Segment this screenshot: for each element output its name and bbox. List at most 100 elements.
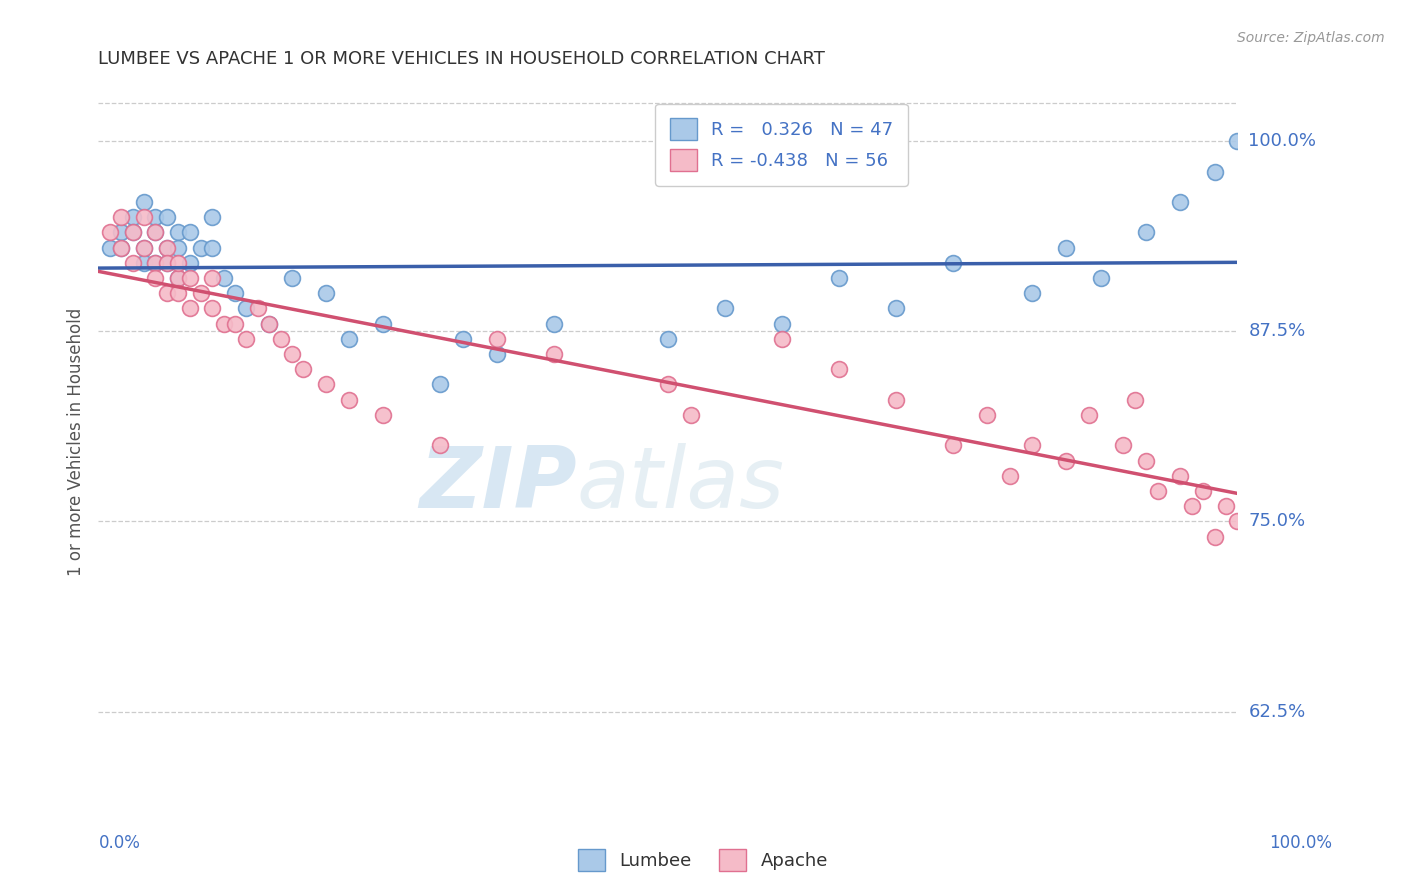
Point (145, 226, 167, 240)
Point (1078, 408, 1101, 422)
Point (121, 226, 143, 240)
Point (156, 241, 179, 255)
Point (201, 301, 224, 316)
Point (212, 271, 235, 285)
Point (1170, 468, 1192, 483)
Point (486, 332, 509, 346)
Point (371, 408, 394, 422)
Point (770, 332, 793, 346)
Text: 75.0%: 75.0% (1249, 512, 1306, 531)
Text: Source: ZipAtlas.com: Source: ZipAtlas.com (1237, 31, 1385, 45)
Point (429, 377, 451, 392)
Text: 0.0%: 0.0% (98, 834, 141, 852)
Point (1170, 194, 1192, 209)
Point (179, 301, 201, 316)
Point (884, 301, 907, 316)
Point (942, 256, 965, 270)
Point (292, 362, 315, 376)
Text: 100.0%: 100.0% (1270, 834, 1331, 852)
Point (201, 241, 224, 255)
Point (1054, 241, 1078, 255)
Point (337, 392, 360, 407)
Point (145, 210, 167, 224)
Point (190, 286, 212, 301)
Point (156, 241, 179, 255)
Point (98, 241, 121, 255)
Point (657, 377, 679, 392)
Point (828, 362, 851, 376)
Point (121, 256, 143, 270)
Point (429, 438, 451, 452)
Point (1021, 286, 1043, 301)
Point (132, 256, 155, 270)
Point (235, 332, 257, 346)
Point (281, 347, 304, 361)
Point (121, 210, 143, 224)
Point (976, 408, 998, 422)
Text: LUMBEE VS APACHE 1 OR MORE VEHICLES IN HOUSEHOLD CORRELATION CHART: LUMBEE VS APACHE 1 OR MORE VEHICLES IN H… (98, 50, 825, 68)
Text: 62.5%: 62.5% (1249, 703, 1306, 721)
Point (884, 392, 907, 407)
Point (167, 271, 190, 285)
Point (315, 286, 337, 301)
Point (1215, 499, 1237, 513)
Point (337, 332, 360, 346)
Point (1181, 499, 1204, 513)
Point (201, 210, 224, 224)
Point (235, 301, 257, 316)
Point (246, 301, 269, 316)
Point (1135, 226, 1157, 240)
Point (259, 317, 281, 331)
Point (110, 241, 132, 255)
Point (156, 286, 179, 301)
Point (486, 347, 509, 361)
Point (315, 377, 337, 392)
Point (201, 271, 224, 285)
Point (270, 332, 292, 346)
Point (942, 438, 965, 452)
Point (1090, 271, 1112, 285)
Point (1204, 164, 1226, 178)
Point (259, 317, 281, 331)
Point (121, 226, 143, 240)
Legend: R =   0.326   N = 47, R = -0.438   N = 56: R = 0.326 N = 47, R = -0.438 N = 56 (655, 103, 908, 186)
Text: atlas: atlas (576, 443, 785, 526)
Point (132, 241, 155, 255)
Point (179, 271, 201, 285)
Point (167, 271, 190, 285)
Point (451, 332, 474, 346)
Point (110, 210, 132, 224)
Point (1204, 530, 1226, 544)
Point (156, 256, 179, 270)
Point (679, 408, 702, 422)
Point (179, 256, 201, 270)
Text: 100.0%: 100.0% (1249, 132, 1316, 150)
Point (371, 317, 394, 331)
Text: ZIP: ZIP (419, 443, 576, 526)
Point (1192, 483, 1215, 498)
Point (145, 226, 167, 240)
Point (1021, 438, 1043, 452)
Point (998, 468, 1021, 483)
Point (1135, 453, 1157, 467)
Point (110, 226, 132, 240)
Point (1146, 483, 1168, 498)
Point (1226, 134, 1249, 148)
Point (224, 286, 246, 301)
Point (828, 271, 851, 285)
Point (1112, 438, 1135, 452)
Point (1123, 392, 1146, 407)
Point (212, 317, 235, 331)
Point (156, 210, 179, 224)
Point (179, 226, 201, 240)
Point (281, 271, 304, 285)
Point (224, 317, 246, 331)
Point (1226, 515, 1249, 529)
Point (156, 256, 179, 270)
Point (190, 241, 212, 255)
Point (145, 271, 167, 285)
Point (1054, 453, 1078, 467)
Point (110, 241, 132, 255)
Legend: Lumbee, Apache: Lumbee, Apache (571, 842, 835, 879)
Point (145, 256, 167, 270)
